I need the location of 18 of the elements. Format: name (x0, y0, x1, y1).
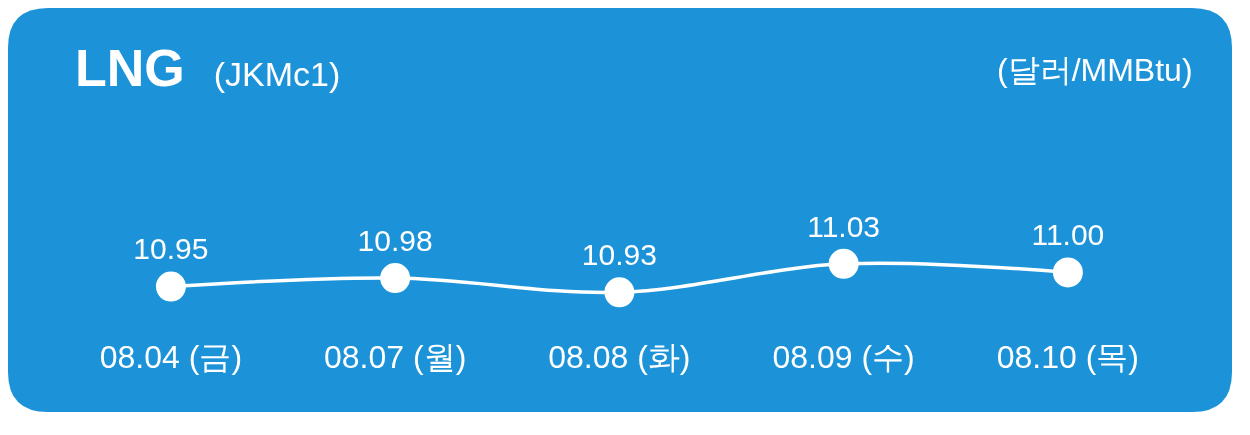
data-label: 11.00 (1031, 218, 1105, 252)
data-label: 10.93 (581, 238, 657, 272)
chart-title: LNG (75, 39, 185, 98)
point (380, 263, 411, 294)
x-tick-label: 08.08 (화) (548, 339, 691, 375)
point (1052, 257, 1083, 288)
x-tick-label: 08.09 (수) (772, 339, 915, 375)
point (155, 271, 186, 302)
point (604, 277, 635, 308)
chart-subtitle: (JKMc1) (213, 55, 341, 94)
x-tick-label: 08.10 (목) (996, 339, 1140, 375)
x-tick-label: 08.04 (금) (99, 339, 243, 375)
point (828, 248, 859, 279)
data-label: 11.03 (807, 209, 881, 243)
text: (달러/MMBtu) (997, 52, 1193, 88)
x-tick-label: 08.07 (월) (324, 339, 467, 375)
data-label: 10.95 (133, 232, 209, 266)
data-label: 10.98 (357, 223, 433, 257)
